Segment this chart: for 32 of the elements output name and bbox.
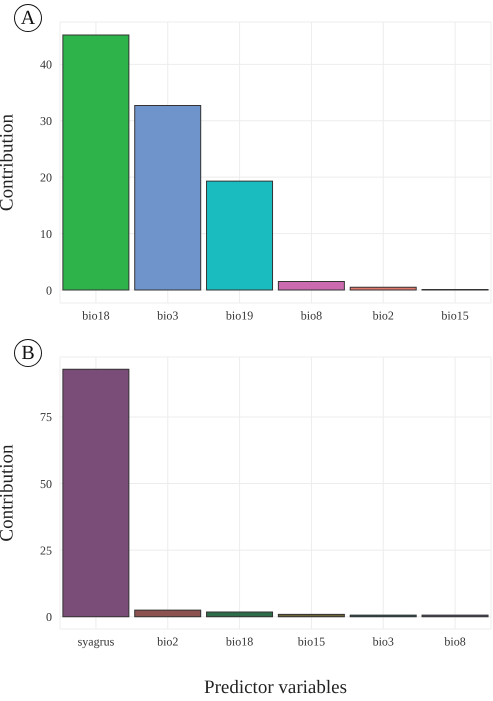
bar <box>278 281 345 291</box>
x-axis-title: Predictor variables <box>204 677 347 698</box>
bar <box>62 368 130 618</box>
y-tick-label: 50 <box>40 476 52 491</box>
x-tick-label: bio3 <box>372 634 394 649</box>
bar <box>206 180 274 291</box>
x-tick-label: bio8 <box>300 308 322 323</box>
y-tick-label: 25 <box>40 543 52 558</box>
y-tick-label: 10 <box>40 226 52 241</box>
y-tick-label: 0 <box>46 283 52 298</box>
circle-outline: B <box>14 339 42 367</box>
x-tick-label: bio15 <box>441 308 469 323</box>
y-tick-label: 40 <box>40 58 52 72</box>
y-tick-label: 20 <box>40 170 52 184</box>
x-tick-label: bio18 <box>82 308 110 323</box>
x-tick-label: bio19 <box>226 308 254 323</box>
y-tick-label: 75 <box>40 410 52 424</box>
bar <box>350 286 417 291</box>
circle-outline: A <box>14 4 42 32</box>
bar <box>62 34 130 291</box>
x-tick-label: bio8 <box>444 634 466 649</box>
x-tick-label: bio18 <box>226 634 254 649</box>
y-tick-label: 30 <box>40 114 52 128</box>
x-tick-label: bio15 <box>298 634 326 649</box>
x-tick-label: bio2 <box>157 634 178 649</box>
x-tick-label: bio3 <box>157 308 178 323</box>
x-tick-label: bio2 <box>372 308 394 323</box>
y-tick-label: 0 <box>46 610 52 624</box>
bar <box>134 105 202 291</box>
bar <box>206 611 274 618</box>
x-tick-label: syagrus <box>78 634 115 649</box>
bar <box>134 610 202 618</box>
